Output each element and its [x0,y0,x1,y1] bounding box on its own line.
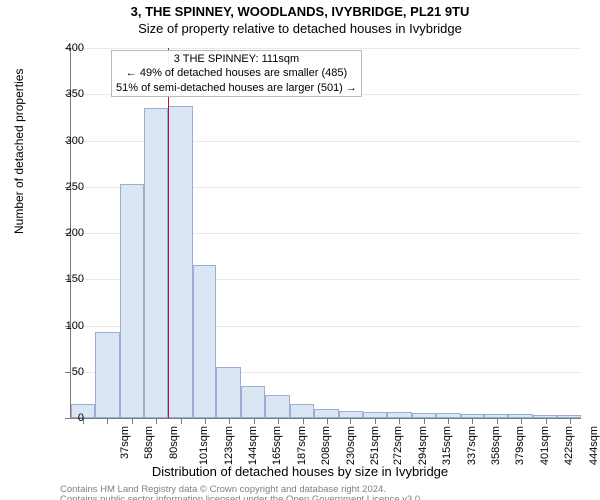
x-tick-label: 315sqm [441,426,453,465]
x-tick-label: 165sqm [271,426,283,465]
histogram-bar [168,106,193,418]
x-tick-label: 80sqm [168,426,180,459]
x-tick-label: 58sqm [143,426,155,459]
x-tick-label: 208sqm [320,426,332,465]
x-tick-label: 379sqm [514,426,526,465]
x-tick [497,418,498,424]
x-tick [424,418,425,424]
x-axis-label: Distribution of detached houses by size … [0,464,600,479]
x-tick [181,418,182,424]
x-tick [472,418,473,424]
x-tick-label: 337sqm [466,426,478,465]
x-tick [327,418,328,424]
y-tick-label: 300 [44,135,84,147]
histogram-bar [241,386,265,418]
annotation-line-2: ← 49% of detached houses are smaller (48… [116,66,357,80]
x-tick-label: 358sqm [490,426,502,465]
x-tick-label: 187sqm [296,426,308,465]
reference-line [168,48,169,418]
x-tick [132,418,133,424]
y-tick-label: 150 [44,273,84,285]
x-tick-label: 401sqm [539,426,551,465]
x-tick [521,418,522,424]
histogram-bar [265,395,290,418]
grid-line [71,48,581,49]
chart-subtitle: Size of property relative to detached ho… [0,21,600,36]
x-tick-label: 272sqm [393,426,405,465]
y-tick-label: 250 [44,181,84,193]
chart-container: 3, THE SPINNEY, WOODLANDS, IVYBRIDGE, PL… [0,4,600,500]
annotation-box: 3 THE SPINNEY: 111sqm ← 49% of detached … [111,50,362,97]
histogram-bar [314,409,339,418]
footer-line-2: Contains public sector information licen… [60,494,423,500]
y-tick-label: 350 [44,88,84,100]
x-tick [107,418,108,424]
x-tick [254,418,255,424]
x-tick-label: 123sqm [223,426,235,465]
histogram-bar [339,411,363,418]
plot-area: 3 THE SPINNEY: 111sqm ← 49% of detached … [70,48,581,419]
histogram-bar [95,332,120,418]
x-tick [303,418,304,424]
x-tick [350,418,351,424]
annotation-line-1: 3 THE SPINNEY: 111sqm [116,52,357,66]
x-tick-label: 422sqm [563,426,575,465]
histogram-bar [120,184,144,418]
chart-title: 3, THE SPINNEY, WOODLANDS, IVYBRIDGE, PL… [0,4,600,19]
x-tick-label: 37sqm [120,426,132,459]
x-tick [448,418,449,424]
x-tick [229,418,230,424]
y-tick-label: 400 [44,42,84,54]
x-tick-label: 444sqm [588,426,600,465]
x-tick [375,418,376,424]
x-tick [278,418,279,424]
y-tick-label: 200 [44,227,84,239]
histogram-bar [144,108,168,418]
footer-note: Contains HM Land Registry data © Crown c… [60,485,423,500]
histogram-bar [216,367,241,418]
x-tick [156,418,157,424]
histogram-bar [290,404,314,418]
x-tick-label: 251sqm [369,426,381,465]
x-tick-label: 230sqm [345,426,357,465]
annotation-line-3: 51% of semi-detached houses are larger (… [116,81,357,95]
x-tick-label: 294sqm [418,426,430,465]
y-tick-label: 100 [44,320,84,332]
x-tick-label: 101sqm [198,426,210,465]
x-tick [205,418,206,424]
x-tick [546,418,547,424]
x-tick [570,418,571,424]
y-tick-label: 50 [44,366,84,378]
y-tick-label: 0 [44,412,84,424]
histogram-bar [193,265,217,418]
x-tick [399,418,400,424]
y-axis-label: Number of detached properties [12,69,26,234]
x-tick-label: 144sqm [247,426,259,465]
